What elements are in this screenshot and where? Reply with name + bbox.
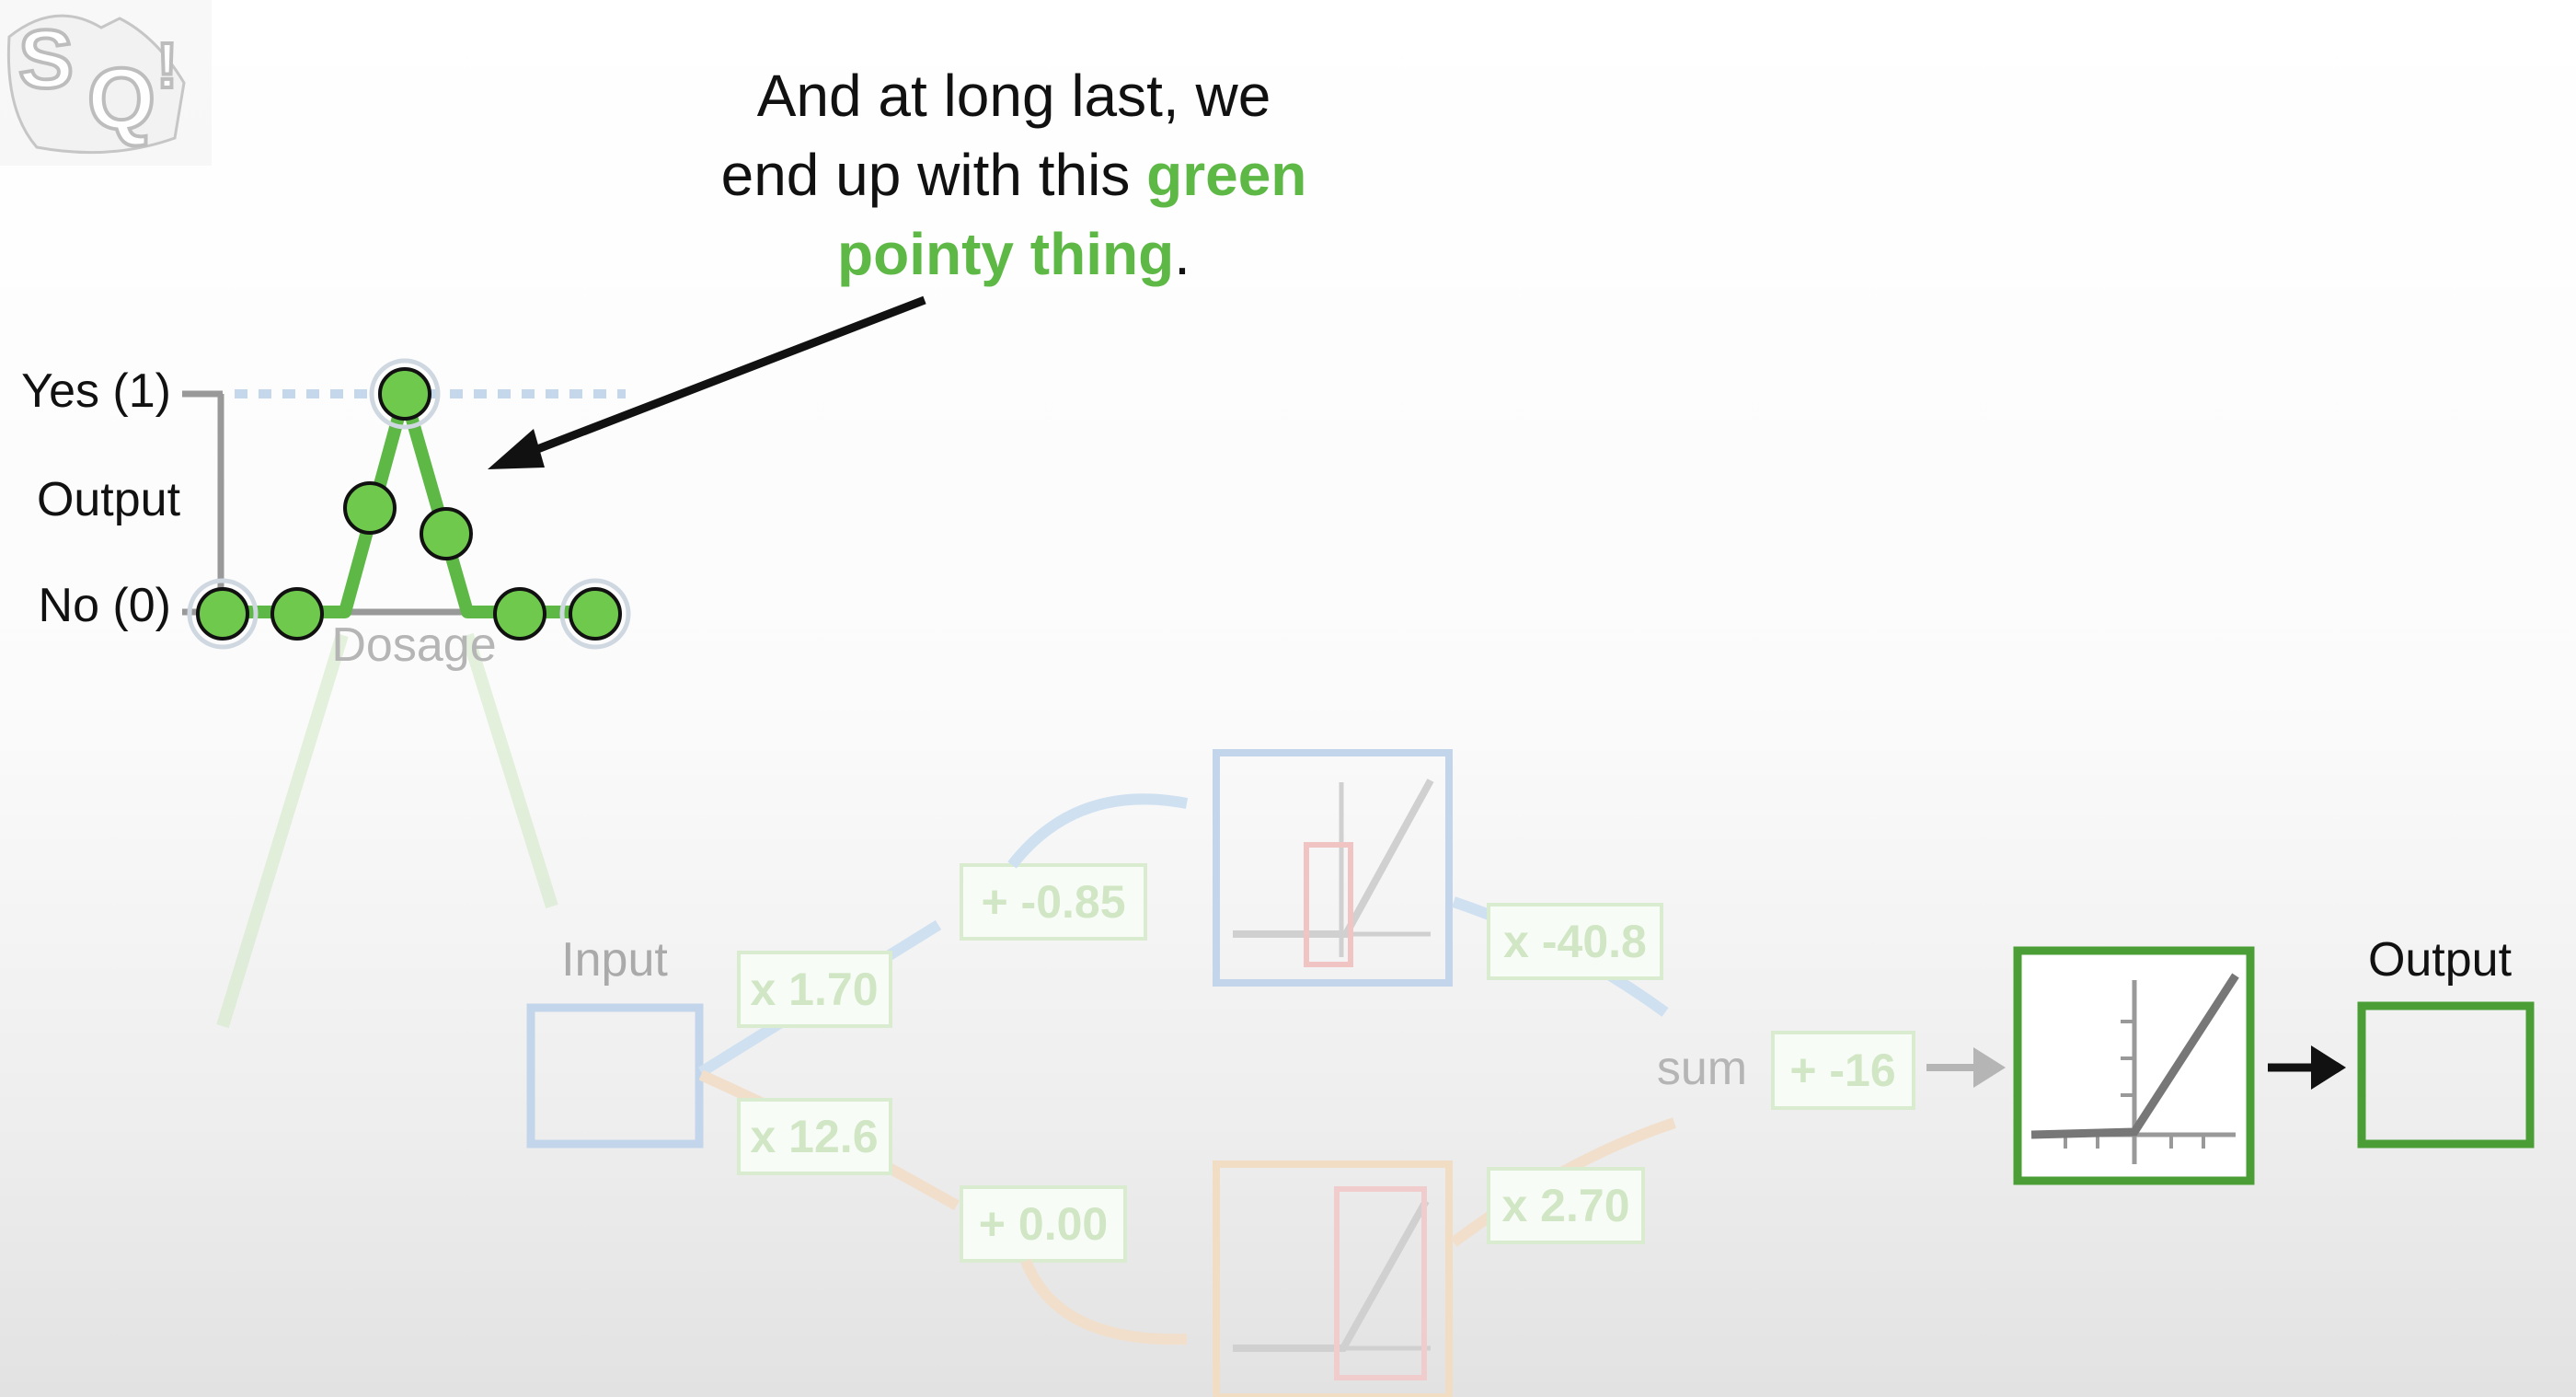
faded-connector-lines [216,632,558,1029]
svg-text:Q: Q [87,51,155,148]
pointer-arrow [502,295,926,467]
output-label: Output [2368,933,2513,987]
weight-top-box [737,951,892,1028]
caption-line-2-text: end up with this [721,142,1147,208]
output-box [2357,1001,2535,1149]
connector-bias-bottom [1020,1258,1188,1345]
bias-top-label: + -0.85 [981,876,1125,928]
bias-bottom-box [960,1185,1127,1263]
caption-highlight-green: green [1146,142,1306,208]
data-point [270,587,324,641]
caption-line-2: end up with this green [721,142,1307,208]
caption-period: . [1174,221,1190,287]
connector-bias-top [1007,793,1189,869]
faded-network: Input x 1.70 x 12.6 + -0.85 + 0.00 [526,749,2006,1397]
highlight-ring-right [559,578,631,650]
bias-bottom-label: + 0.00 [979,1198,1108,1250]
final-activation [2013,946,2255,1185]
out-weight-bottom-box [1487,1167,1645,1244]
input-box [526,1003,704,1149]
caption-line-3: pointy thing. [837,221,1190,287]
caption-line-1: And at long last, we [757,63,1271,129]
caption: And at long last, we end up with this gr… [721,63,1307,287]
weight-bottom-label: x 12.6 [750,1111,878,1162]
final-bias-box [1771,1031,1915,1110]
svg-text:S: S [18,14,74,106]
output-mini-graph: Yes (1) Output No (0) Dosage [21,358,631,672]
out-weight-bottom-label: x 2.70 [1501,1180,1629,1231]
weight-bottom-box [737,1098,892,1175]
output-axis-label: Output [37,473,181,526]
highlight-ring-left [187,578,259,650]
bottom-activation-box [1213,1160,1453,1397]
data-point [493,587,546,641]
sum-label: sum [1657,1042,1747,1095]
data-point [569,587,622,641]
out-weight-top-box [1487,903,1663,980]
data-point [196,587,249,641]
dosage-label: Dosage [331,618,496,672]
output-arrowhead [2311,1045,2346,1090]
caption-highlight-pointy-thing: pointy thing [837,221,1174,287]
bias-top-box [960,863,1147,941]
final-activation-curve [2030,973,2239,1139]
data-point [420,507,473,560]
data-point [378,367,431,421]
pointer-arrowhead [488,429,545,469]
out-weight-top-label: x -40.8 [1503,916,1647,967]
svg-text:!: ! [156,29,178,101]
top-activation-highlight [1304,842,1353,967]
input-label: Input [561,933,668,987]
bottom-activation-curve [1233,1199,1430,1352]
bottom-activation-highlight [1334,1186,1427,1380]
no-label: No (0) [39,579,171,632]
weight-top-label: x 1.70 [750,964,878,1015]
top-activation-curve [1233,779,1434,938]
data-point [343,481,397,535]
top-activation-box [1213,749,1453,987]
final-bias-label: + -16 [1789,1045,1895,1096]
highlight-ring-top [369,358,441,430]
yes-label: Yes (1) [21,364,171,418]
statquest-logo: S Q ! [0,0,212,166]
